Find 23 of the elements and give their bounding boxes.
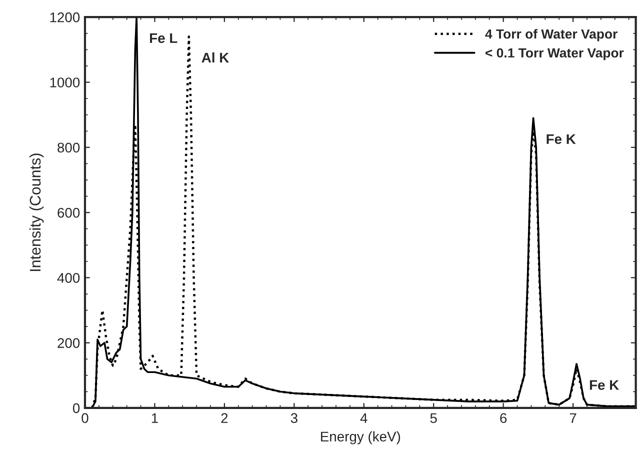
x-tick-label: 6 (500, 413, 507, 424)
x-tick-label: 3 (290, 413, 298, 424)
y-tick-label: 1200 (50, 12, 80, 22)
legend-label: 4 Torr of Water Vapor (485, 28, 618, 42)
x-axis-title: Energy (keV) (321, 431, 400, 444)
y-tick-label: 600 (58, 208, 80, 218)
x-tick-label: 1 (152, 413, 158, 423)
annotation: Fe L (150, 33, 178, 44)
annotation: Fe K (546, 134, 576, 144)
x-tick-label: 2 (221, 413, 228, 423)
y-axis-title: Intensity (Counts) (29, 154, 44, 271)
x-tick-label: 7 (570, 413, 576, 423)
y-tick-label: 200 (58, 338, 80, 348)
y-tick-label: 1000 (50, 78, 80, 88)
legend-label: < 0.1 Torr Water Vapor (486, 48, 624, 60)
y-tick-label: 400 (57, 272, 80, 283)
y-tick-label: 800 (58, 142, 80, 153)
y-tick-label: 0 (72, 403, 80, 414)
annotation: Fe K (590, 380, 620, 390)
x-tick-label: 5 (430, 413, 437, 424)
x-tick-label: 4 (360, 413, 368, 423)
annotation: Al K (202, 52, 230, 62)
x-tick-label: 0 (82, 413, 88, 424)
